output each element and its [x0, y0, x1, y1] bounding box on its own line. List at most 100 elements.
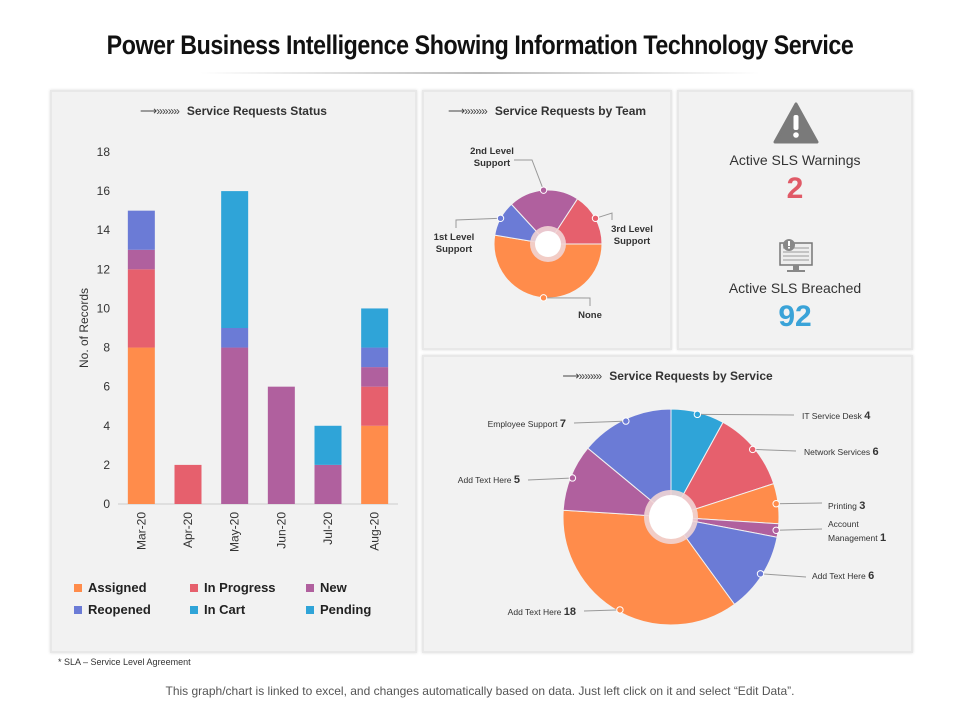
team-hole — [535, 231, 561, 257]
bar-segment-assigned — [127, 347, 155, 504]
stacked-bar-chart: 0 2 4 6 8 10 12 14 16 18 No. of Records Mar-20 Apr-2… — [77, 145, 398, 552]
x-tick-label: May-20 — [228, 512, 242, 552]
service-value: 4 — [864, 410, 871, 422]
service-anchor-dot — [772, 500, 780, 508]
team-panel: ⟶»»»» Service Requests by Team 2nd Level S… — [422, 90, 672, 350]
y-tick-label: 2 — [103, 458, 110, 472]
service-label: Employee Support 7 — [488, 418, 566, 430]
status-panel-header: ⟶»»»» Service Requests Status — [52, 104, 415, 118]
y-tick-label: 6 — [103, 380, 110, 394]
warning-icon — [773, 102, 819, 144]
service-leader-line — [776, 502, 823, 505]
team-label: Support — [614, 236, 651, 247]
legend-item-in_progress: In Progress — [190, 580, 276, 595]
bar-segment-new — [361, 367, 389, 387]
service-panel-title: Service Requests by Service — [609, 369, 773, 383]
service-leader-line — [583, 609, 620, 612]
service-label: Add Text Here 5 — [458, 474, 520, 486]
team-leader-line — [595, 212, 613, 220]
warnings-value: 2 — [786, 172, 804, 205]
team-anchor-dot — [496, 214, 505, 222]
x-tick-label: Apr-20 — [181, 512, 195, 548]
team-label: 1st Level — [434, 232, 475, 243]
service-value: 3 — [859, 500, 865, 512]
y-tick-label: 12 — [97, 262, 111, 276]
team-label: 2nd Level — [470, 146, 514, 157]
service-label: Add Text Here 6 — [812, 570, 874, 582]
service-pie-chart: IT Service Desk 4 Network Services 6 Print… — [458, 408, 886, 626]
service-anchor-dot — [622, 417, 630, 425]
legend-swatch — [74, 583, 82, 592]
team-anchor-dot — [591, 214, 600, 222]
service-anchor-dot — [772, 526, 780, 534]
service-label: Printing 3 — [828, 500, 865, 512]
legend-label: Assigned — [88, 580, 147, 595]
legend-item-in_cart: In Cart — [190, 602, 245, 617]
service-panel-header: ⟶»»»» Service Requests by Service — [424, 369, 911, 383]
y-axis-title: No. of Records — [77, 288, 91, 368]
team-panel-title: Service Requests by Team — [494, 104, 647, 118]
legend-swatch — [74, 605, 82, 614]
legend-item-reopened: Reopened — [74, 602, 151, 617]
x-tick-label: Mar-20 — [134, 512, 148, 550]
legend-swatch — [306, 605, 314, 614]
legend-swatch — [306, 583, 314, 592]
service-anchor-dot — [756, 570, 765, 578]
arrow-icon: ⟶»»»» — [140, 104, 180, 118]
team-anchor-dot — [539, 186, 548, 194]
x-tick-label: Aug-20 — [368, 512, 382, 551]
x-tick-label: Jul-20 — [321, 512, 335, 545]
legend-item-new: New — [306, 580, 347, 595]
service-anchor-dot — [693, 410, 702, 419]
arrow-icon: ⟶»»»» — [447, 104, 488, 118]
team-label: None — [578, 310, 602, 321]
service-leader-line — [760, 573, 807, 578]
service-label: IT Service Desk 4 — [802, 410, 871, 422]
breached-value: 92 — [778, 300, 812, 333]
service-label: Account — [828, 519, 859, 529]
service-label: Management 1 — [828, 532, 886, 544]
title-divider — [200, 72, 760, 74]
service-label: Network Services 6 — [804, 446, 879, 458]
legend-item-pending: Pending — [306, 602, 371, 617]
service-label: Add Text Here 18 — [508, 606, 576, 618]
service-anchor-dot — [568, 474, 577, 482]
page-title: Power Business Intelligence Showing Info… — [106, 30, 854, 60]
bar-segment-reopened — [361, 347, 389, 368]
service-leader-line — [776, 528, 823, 531]
service-leader-line — [752, 448, 797, 452]
legend-label: In Cart — [204, 602, 246, 617]
team-anchor-dot — [539, 294, 548, 302]
team-leader-line — [543, 297, 591, 306]
team-leader-line — [455, 217, 501, 228]
team-label: 3rd Level — [611, 224, 653, 235]
service-hole — [649, 495, 693, 539]
bar-segment-in_progress — [174, 464, 202, 504]
service-value: 1 — [880, 532, 886, 544]
team-label: Support — [436, 244, 473, 255]
bar-segment-reopened — [127, 210, 155, 250]
legend-label: Pending — [320, 602, 372, 617]
bar-segment-pending — [361, 308, 389, 348]
service-leader-line — [697, 413, 795, 416]
legend-item-assigned: Assigned — [74, 580, 147, 595]
team-label: Support — [474, 158, 511, 169]
service-value: 6 — [873, 446, 879, 458]
y-tick-label: 4 — [103, 419, 110, 433]
service-value: 18 — [564, 606, 576, 618]
legend-label: In Progress — [204, 580, 276, 595]
service-leader-line — [573, 420, 626, 424]
service-anchor-dot — [616, 606, 624, 614]
y-tick-label: 18 — [97, 145, 111, 159]
service-value: 6 — [868, 570, 874, 582]
service-leader-line — [527, 477, 573, 481]
warnings-label: Active SLS Warnings — [729, 152, 861, 168]
team-panel-header: ⟶»»»» Service Requests by Team — [424, 104, 670, 118]
y-tick-label: 8 — [103, 341, 110, 355]
y-tick-label: 14 — [97, 223, 111, 237]
monitor-alert-icon — [779, 239, 813, 272]
bar-segment-in_progress — [361, 386, 389, 426]
bar-segment-assigned — [361, 425, 389, 504]
service-anchor-dot — [748, 445, 757, 454]
breached-label: Active SLS Breached — [728, 280, 862, 296]
